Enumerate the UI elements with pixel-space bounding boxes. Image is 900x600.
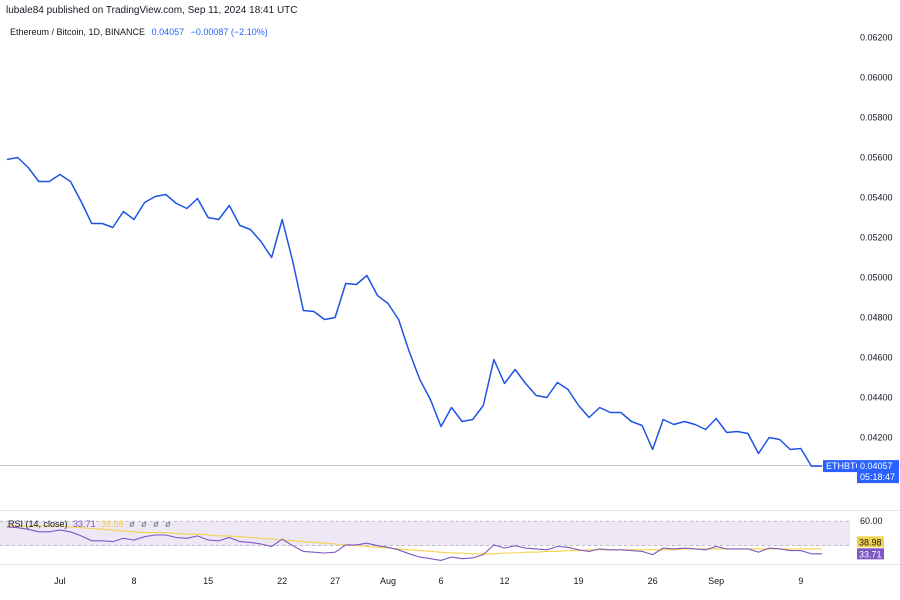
price-tick-label: 0.04200 [860,433,893,443]
time-tick-label: 26 [648,576,658,586]
time-tick-label: 12 [499,576,509,586]
rsi-value: 33.71 [73,519,96,529]
time-tick-label: Sep [708,576,724,586]
price-tick-label: 0.05000 [860,273,893,283]
price-tick-label: 0.06000 [860,73,893,83]
rsi-ma-line [7,525,822,555]
price-value: 0.04057 [151,27,185,37]
price-series [6,156,822,467]
rsi-ma-tag [857,536,884,548]
time-tick-label: 6 [438,576,443,586]
rsi-level-tick: 60.00 [860,516,883,526]
price-change: −0.00087 (−2.10%) [190,27,268,37]
rsi-placeholders: ø ø ø ø [129,519,173,529]
price-tag [857,460,899,484]
price-tick-label: 0.04800 [860,313,893,323]
symbol-name: Ethereum / Bitcoin, 1D, BINANCE [10,27,146,37]
time-tick-label: Aug [380,576,396,586]
rsi-tag-text: 33.71 [859,549,882,559]
rsi-series [6,525,822,561]
rsi-legend: RSI (14, close) 33.71 38.98 ø ø ø ø [8,519,173,529]
time-tick-label: 8 [132,576,137,586]
rsi-band [0,520,850,547]
time-tick-label: 15 [203,576,213,586]
rsi-tag [857,548,884,560]
price-tag-text: 0.04057 [860,461,893,471]
rsi-label: RSI (14, close) [8,519,68,529]
price-line [6,156,822,467]
price-tick-label: 0.05600 [860,153,893,163]
publisher-caption: lubale84 published on TradingView.com, S… [6,5,298,16]
countdown-tag-text: 05:18:47 [860,472,895,482]
rsi-line [6,526,822,561]
time-tick-label: 9 [798,576,803,586]
time-axis: Jul 8 15 22 27 Aug 6 12 19 26 Sep 9 [54,576,803,586]
price-axis: 0.06200 0.06000 0.05800 0.05600 0.05400 0.052… [860,33,893,443]
price-tick-label: 0.05200 [860,233,893,243]
price-tick-label: 0.05400 [860,193,893,203]
time-tick-label: Jul [54,576,66,586]
price-tick-label: 0.04400 [860,393,893,403]
rsi-band-fill [0,521,850,546]
price-tick-label: 0.06200 [860,33,893,43]
rsi-ma-value: 38.98 [101,519,124,529]
price-tick-label: 0.04600 [860,353,893,363]
symbol-tag-text: ETHBTC [826,461,863,471]
rsi-ma-tag-text: 38.98 [859,537,882,547]
symbol-tag [823,460,857,473]
time-tick-label: 19 [574,576,584,586]
pane-separator [0,465,900,565]
symbol-legend: Ethereum / Bitcoin, 1D, BINANCE 0.04057 … [10,27,268,37]
time-tick-label: 27 [330,576,340,586]
time-tick-label: 22 [277,576,287,586]
price-tick-label: 0.05800 [860,113,893,123]
